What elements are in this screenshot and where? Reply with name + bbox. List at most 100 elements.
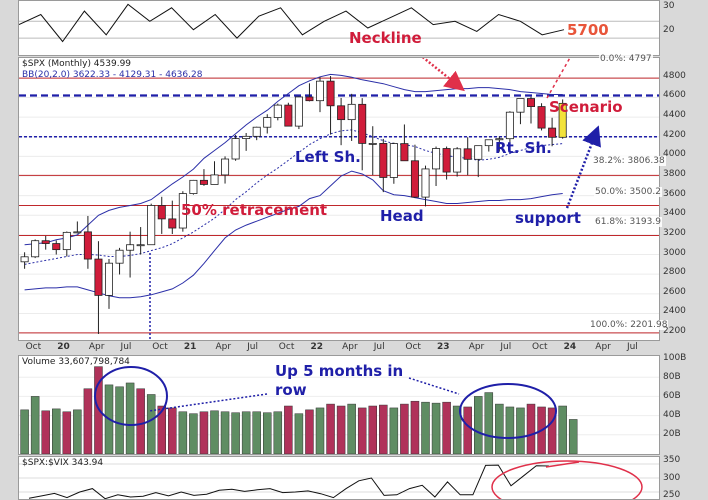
volume-bar (125, 382, 135, 454)
volume-bar (379, 404, 388, 454)
candle (20, 256, 29, 263)
volume-bar (526, 403, 536, 454)
candle (326, 80, 335, 107)
volume-ytick: 40B (663, 410, 681, 420)
candle (358, 103, 367, 144)
candle (315, 80, 324, 102)
price-title: $SPX (Monthly) 4539.99 (22, 59, 132, 69)
price-ytick: 4800 (663, 70, 686, 81)
candle (157, 205, 166, 220)
neckline-arrow (421, 58, 465, 92)
bb-indicator-label: BB(20,2.0) 3622.33 - 4129.31 - 4636.28 (22, 70, 203, 80)
ratio-trendline (545, 461, 580, 468)
volume-bar (431, 402, 441, 454)
x-tick-label: Oct (405, 342, 421, 352)
volume-circle-right (459, 383, 557, 439)
candle (73, 231, 82, 234)
candle (242, 135, 251, 139)
ratio-circle (491, 460, 643, 499)
volume-ytick: 60B (663, 391, 681, 401)
price-ytick: 3200 (663, 227, 686, 238)
candle (516, 98, 525, 113)
target-arrow (546, 58, 571, 99)
candle (294, 96, 303, 127)
ratio-line (28, 464, 550, 499)
volume-bar (421, 401, 430, 454)
bb-upper (24, 73, 563, 246)
top-indicator-axis: 30 20 (661, 0, 708, 56)
bb-lower (24, 170, 563, 299)
volume-bar (442, 401, 451, 454)
support-annotation: support (515, 209, 581, 227)
volume-title: Volume 33,607,798,784 (22, 357, 130, 367)
volume-ytick: 20B (663, 429, 681, 439)
x-tick-label: Jul (500, 342, 512, 352)
candle (558, 102, 567, 138)
fib-level-0: 0.0%: 4797 (599, 54, 653, 64)
volume-bar (178, 411, 188, 454)
volume-bar (568, 419, 578, 454)
volume-bar (336, 405, 346, 454)
price-ytick: 4600 (663, 90, 686, 101)
volume-bar (273, 411, 283, 454)
candle (62, 231, 71, 251)
candle (189, 179, 198, 194)
x-tick-label: 23 (437, 342, 450, 352)
top-indicator-chart (19, 3, 659, 43)
volume-bar (547, 407, 557, 454)
candle (231, 138, 240, 160)
candle (495, 138, 504, 141)
volume-bar (516, 407, 525, 454)
volume-bar (558, 405, 567, 454)
candle (147, 205, 156, 246)
fib-level-618: 61.8%: 3193.9 (594, 217, 662, 227)
candle (115, 249, 124, 264)
candle (548, 127, 557, 138)
ratio-ytick: 250 (663, 490, 681, 500)
candle (347, 103, 356, 121)
candle (432, 148, 441, 170)
volume-bar (368, 405, 377, 454)
volume-bar (241, 411, 251, 454)
top-ytick: 30 (663, 1, 675, 11)
ratio-ytick: 300 (663, 473, 681, 483)
candle (136, 244, 145, 247)
candle (368, 143, 377, 145)
ratio-title: $SPX:$VIX 343.94 (22, 458, 104, 468)
fib-level-50: 50.0%: 3500.2 (594, 187, 662, 197)
x-tick-label: 21 (183, 342, 197, 352)
support-arrow (565, 125, 601, 209)
top-indicator-line (19, 3, 565, 43)
x-tick-label: 24 (563, 342, 577, 352)
candle (337, 105, 346, 121)
candle (474, 145, 483, 160)
candle (379, 143, 388, 178)
candle (221, 158, 230, 176)
scenario-annotation: Scenario (549, 98, 623, 116)
x-tick-label: Jul (626, 342, 638, 352)
x-tick-label: Apr (595, 342, 611, 352)
volume-bar (495, 403, 504, 454)
candle (421, 168, 430, 198)
price-ytick: 3000 (663, 247, 686, 258)
volume-bar (252, 411, 261, 454)
volume-bar (157, 405, 166, 454)
candle (168, 218, 177, 229)
x-tick-label: Apr (88, 342, 105, 352)
retracement-annotation: 50% retracement (181, 201, 328, 219)
volume-bar (315, 407, 325, 454)
volume-bar (389, 407, 399, 454)
candle (526, 98, 535, 107)
volume-bar (189, 413, 198, 454)
ratio-panel: $SPX:$VIX 343.94 (18, 456, 660, 500)
volume-bar (30, 396, 40, 454)
x-tick-label: 20 (57, 342, 70, 352)
top-indicator-panel (18, 0, 660, 56)
candle (505, 111, 514, 140)
volume-bar (231, 412, 240, 454)
volume-bar (463, 406, 472, 454)
volume-panel: Volume 33,607,798,784 Up 5 months in row (18, 355, 660, 455)
x-axis: Oct 20 Apr Jul Oct 21 Apr Jul Oct 22 Apr Jul Oct 23 Ap… (18, 342, 660, 354)
candle (389, 143, 398, 178)
volume-bar (220, 411, 230, 454)
